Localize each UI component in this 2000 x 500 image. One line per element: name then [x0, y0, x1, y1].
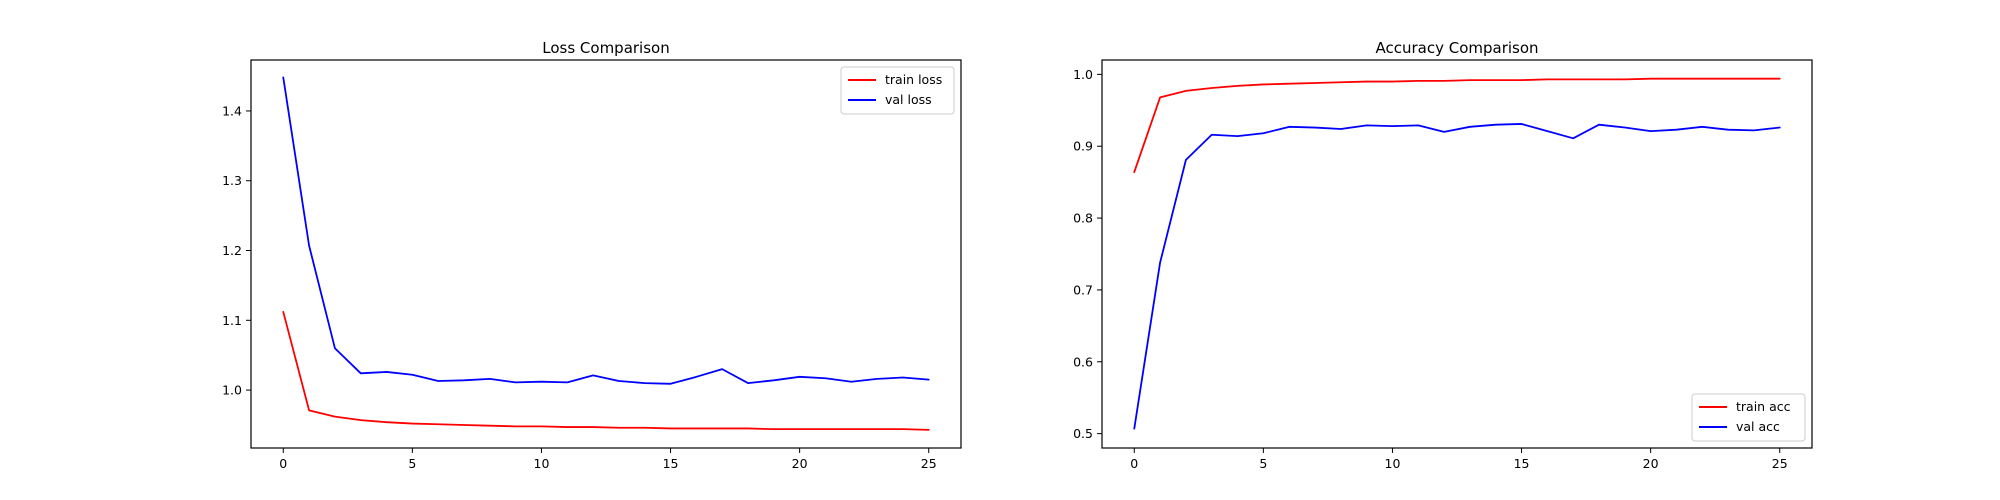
y-tick-label: 1.1	[222, 313, 242, 328]
train-loss-line	[282, 311, 930, 431]
axis-ticks: 0 5 10 15 20 25 0.5 0.6 0.7 0.8 0.9 1.0	[1073, 67, 1788, 471]
legend: train loss val loss	[840, 66, 955, 115]
y-tick-label: 0.5	[1073, 426, 1093, 441]
chart-title: Loss Comparison	[542, 39, 669, 57]
legend-label-val-loss: val loss	[885, 92, 932, 107]
plot-frame	[250, 59, 962, 449]
y-tick-label: 1.4	[222, 103, 242, 118]
val-acc-line	[1133, 123, 1781, 430]
x-tick-label: 10	[534, 456, 550, 471]
y-tick-label: 0.7	[1073, 282, 1093, 297]
legend-box	[1691, 393, 1806, 442]
y-tick-label: 1.0	[1073, 67, 1093, 82]
x-tick-label: 0	[279, 456, 287, 471]
x-tick-label: 15	[1514, 456, 1530, 471]
series-lines	[1133, 77, 1781, 430]
accuracy-comparison-chart: Accuracy Comparison 0 5 10 15 20 250.50.60.70…	[1073, 39, 1813, 471]
val-loss-line	[282, 76, 930, 385]
legend-label-train-loss: train loss	[885, 72, 942, 87]
x-tick-label: 20	[1643, 456, 1659, 471]
legend: train acc val acc	[1691, 393, 1806, 442]
y-tick-label: 1.0	[222, 383, 242, 398]
legend-box	[840, 66, 955, 115]
y-tick-label: 0.9	[1073, 139, 1093, 154]
x-tick-label: 10	[1385, 456, 1401, 471]
x-tick-label: 5	[1259, 456, 1267, 471]
x-tick-label: 0	[1130, 456, 1138, 471]
loss-comparison-chart: Loss Comparison 0 5 10 15 20 25 1.0 1.1 1.2 1.3 1.…	[222, 39, 962, 471]
legend-label-train-acc: train acc	[1736, 399, 1791, 414]
x-tick-label: 5	[408, 456, 416, 471]
y-tick-label: 0.6	[1073, 354, 1093, 369]
x-tick-label: 15	[663, 456, 679, 471]
x-tick-label: 25	[921, 456, 937, 471]
x-tick-label: 20	[792, 456, 808, 471]
train-acc-line	[1133, 77, 1781, 173]
chart-title: Accuracy Comparison	[1375, 39, 1538, 57]
axis-ticks: 0 5 10 15 20 25 1.0 1.1 1.2 1.3 1.4	[222, 103, 937, 471]
plot-frame	[1101, 59, 1813, 449]
series-lines	[282, 76, 930, 431]
x-tick-label: 25	[1772, 456, 1788, 471]
legend-label-val-acc: val acc	[1736, 419, 1780, 434]
y-tick-label: 1.2	[222, 243, 242, 258]
y-tick-label: 0.8	[1073, 211, 1093, 226]
y-tick-label: 1.3	[222, 173, 242, 188]
